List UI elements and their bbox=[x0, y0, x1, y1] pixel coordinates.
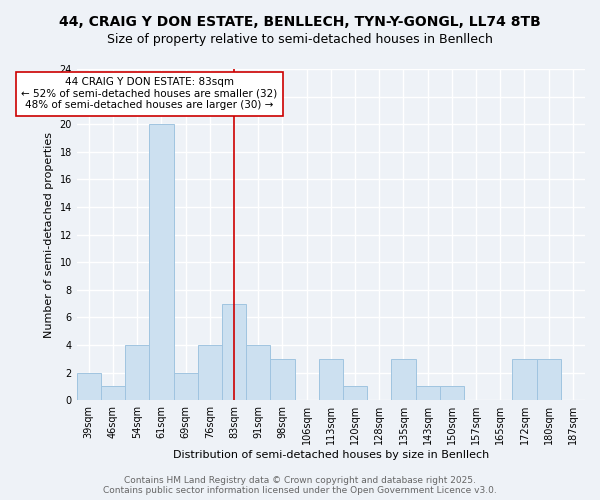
Bar bbox=[343, 386, 367, 400]
Bar bbox=[101, 386, 125, 400]
Text: 44, CRAIG Y DON ESTATE, BENLLECH, TYN-Y-GONGL, LL74 8TB: 44, CRAIG Y DON ESTATE, BENLLECH, TYN-Y-… bbox=[59, 15, 541, 29]
X-axis label: Distribution of semi-detached houses by size in Benllech: Distribution of semi-detached houses by … bbox=[173, 450, 489, 460]
Bar bbox=[198, 345, 222, 400]
Text: Size of property relative to semi-detached houses in Benllech: Size of property relative to semi-detach… bbox=[107, 32, 493, 46]
Bar bbox=[512, 359, 536, 400]
Bar bbox=[149, 124, 173, 400]
Text: 44 CRAIG Y DON ESTATE: 83sqm
← 52% of semi-detached houses are smaller (32)
48% : 44 CRAIG Y DON ESTATE: 83sqm ← 52% of se… bbox=[21, 78, 277, 110]
Bar bbox=[222, 304, 246, 400]
Bar bbox=[319, 359, 343, 400]
Bar bbox=[536, 359, 561, 400]
Text: Contains HM Land Registry data © Crown copyright and database right 2025.
Contai: Contains HM Land Registry data © Crown c… bbox=[103, 476, 497, 495]
Bar bbox=[271, 359, 295, 400]
Y-axis label: Number of semi-detached properties: Number of semi-detached properties bbox=[44, 132, 54, 338]
Bar bbox=[440, 386, 464, 400]
Bar bbox=[173, 372, 198, 400]
Bar bbox=[246, 345, 271, 400]
Bar bbox=[77, 372, 101, 400]
Bar bbox=[391, 359, 416, 400]
Bar bbox=[125, 345, 149, 400]
Bar bbox=[416, 386, 440, 400]
